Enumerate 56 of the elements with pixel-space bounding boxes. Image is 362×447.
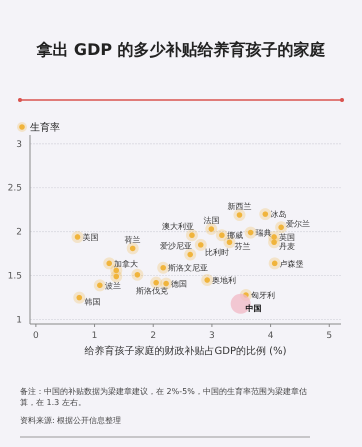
annotation: 韩国 (84, 298, 100, 307)
point (244, 226, 257, 239)
annotation: 冰岛 (270, 210, 286, 220)
annotation: 波兰 (104, 281, 121, 290)
point (131, 268, 144, 281)
annotation: 丹麦 (279, 242, 296, 252)
y-tick-label: 1 (16, 316, 22, 326)
annotation: 英国 (279, 232, 296, 242)
annotation: 新西兰 (227, 202, 252, 211)
legend-label: 生育率 (30, 122, 60, 134)
x-tick-label: 3 (209, 331, 215, 341)
point (157, 262, 170, 274)
annotation: 澳大利亚 (162, 222, 194, 232)
point (205, 223, 218, 236)
chart-title: 拿出 GDP 的多少补贴给养育孩子的家庭 (35, 40, 326, 59)
point (72, 230, 84, 243)
annotation: 匈牙利 (250, 290, 275, 300)
y-tick-label: 2.5 (8, 184, 22, 194)
annotation: 中国 (246, 304, 262, 313)
point (184, 248, 196, 261)
annotation: 加拿大 (114, 259, 138, 268)
annotation: 芬兰 (234, 242, 251, 252)
annotation: 瑞典 (256, 228, 272, 238)
annotation: 挪威 (226, 231, 243, 240)
x-tick-label: 5 (326, 331, 332, 341)
annotation: 比利时 (204, 248, 229, 257)
point (186, 229, 198, 242)
text: 资料来源: 根据公开信息整理 (20, 415, 122, 426)
point (216, 229, 228, 242)
annotation: 荷兰 (124, 235, 141, 244)
annotation: 奥地利 (212, 276, 236, 286)
x-axis-title: 给养育孩子家庭的财政补贴占GDP的比例 (%) (84, 345, 287, 357)
x-tick-label: 2 (150, 331, 156, 341)
y-tick-label: 2 (16, 228, 22, 238)
annotation: 爱尔兰 (286, 219, 310, 228)
point (268, 257, 281, 270)
text: 备注：中国的补贴数据为梁建章建议，在 2%-5%，中国的生育率范围为梁建章估算，在 1.3 左右。 (20, 386, 308, 408)
annotation: 爱沙尼亚 (160, 242, 192, 251)
x-tick-label: 0 (33, 331, 39, 341)
x-tick-label: 4 (268, 331, 274, 341)
annotation: 德国 (171, 280, 188, 289)
y-tick-label: 1.5 (8, 272, 22, 282)
annotation: 法国 (203, 216, 220, 226)
point (259, 208, 272, 220)
annotation: 美国 (82, 232, 99, 242)
annotation: 卢森堡 (280, 259, 304, 268)
annotation: 斯洛伐克 (136, 286, 168, 296)
point (194, 238, 207, 251)
point (94, 279, 106, 292)
point (275, 221, 288, 234)
point (201, 274, 214, 286)
annotation: 斯洛文尼亚 (168, 264, 208, 273)
point (73, 292, 86, 304)
x-tick-label: 1 (92, 331, 98, 341)
point (103, 257, 116, 270)
y-tick-label: 3 (16, 140, 22, 150)
